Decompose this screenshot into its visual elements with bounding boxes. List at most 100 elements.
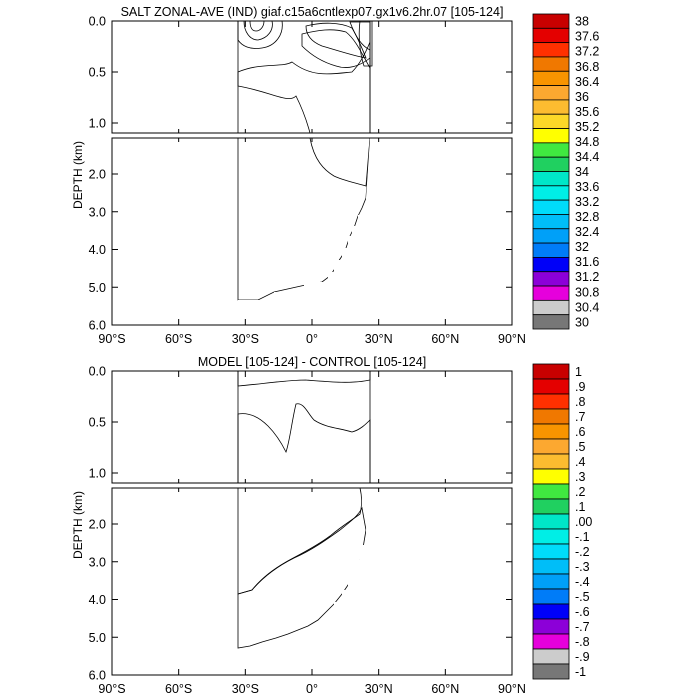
colorbar-label: 36.4 bbox=[575, 75, 599, 89]
salinity-colorbar: 3837.637.236.836.43635.635.234.834.43433… bbox=[532, 13, 599, 330]
y-tick-label: 3.0 bbox=[89, 205, 106, 219]
colorbar-box bbox=[532, 588, 570, 605]
colorbar-label: -.7 bbox=[575, 620, 590, 634]
salinity-title: SALT ZONAL-AVE (IND) giaf.c15a6cntlexp07… bbox=[121, 5, 504, 19]
colorbar-box bbox=[532, 633, 570, 650]
field-upper bbox=[237, 21, 373, 133]
colorbar-label: 32 bbox=[575, 240, 589, 254]
salinity-fields bbox=[237, 21, 512, 325]
contour-region-10 bbox=[309, 138, 371, 187]
field-upper bbox=[237, 371, 371, 483]
colorbar-label: 30 bbox=[575, 315, 589, 329]
colorbar-label: 30.4 bbox=[575, 300, 599, 314]
y-tick-label: 0.0 bbox=[89, 365, 106, 379]
y-tick-label: 6.0 bbox=[89, 669, 106, 683]
y-tick-label: 0.0 bbox=[89, 15, 106, 29]
colorbar-box bbox=[532, 271, 570, 287]
colorbar-label: 30.8 bbox=[575, 285, 599, 299]
seafloor-mask bbox=[238, 488, 512, 675]
colorbar-label: 31.2 bbox=[575, 270, 599, 284]
colorbar-box bbox=[532, 513, 570, 530]
colorbar-label: 35.6 bbox=[575, 105, 599, 119]
colorbar-label: .5 bbox=[575, 440, 585, 454]
colorbar-label: .00 bbox=[575, 515, 592, 529]
colorbar-label: -.6 bbox=[575, 605, 590, 619]
colorbar-label: -.4 bbox=[575, 575, 590, 589]
colorbar-label: .7 bbox=[575, 410, 585, 424]
colorbar-label: 37.6 bbox=[575, 30, 599, 44]
colorbar-label: -.3 bbox=[575, 560, 590, 574]
y-tick-label: 3.0 bbox=[89, 555, 106, 569]
difference-axes: 90°S 60°S 30°S 0° 30°N 60°N 90°N 0.0 0.5 1.0 2.0 3.… bbox=[89, 365, 526, 697]
y-tick-label: 2.0 bbox=[89, 518, 106, 532]
colorbar-box bbox=[532, 156, 570, 172]
y-tick-label: 1.0 bbox=[89, 117, 106, 131]
colorbar-box bbox=[532, 663, 570, 680]
contour-region-7 bbox=[349, 21, 371, 51]
colorbar-label: .2 bbox=[575, 485, 585, 499]
colorbar-box bbox=[532, 56, 570, 72]
colorbar-box bbox=[532, 483, 570, 500]
y-tick-label: 4.0 bbox=[89, 243, 106, 257]
difference-colorbar: 1.9.8.7.6.5.4.3.2.1.00-.1-.2-.3-.4-.5-.6… bbox=[532, 363, 592, 680]
difference-fields bbox=[237, 371, 512, 675]
x-tick-label: 0° bbox=[306, 332, 318, 346]
difference-title: MODEL [105-124] - CONTROL [105-124] bbox=[198, 355, 426, 369]
colorbar-box bbox=[532, 185, 570, 201]
colorbar-box bbox=[532, 299, 570, 316]
colorbar-label: 31.6 bbox=[575, 255, 599, 269]
contour-region-4 bbox=[237, 506, 367, 649]
colorbar-box bbox=[532, 618, 570, 635]
x-tick-label: 90°N bbox=[498, 332, 526, 346]
colorbar-box bbox=[532, 314, 570, 330]
colorbar-box bbox=[532, 13, 570, 29]
difference-panel: MODEL [105-124] - CONTROL [105-124] DEPT… bbox=[71, 355, 592, 696]
colorbar-label: 34.8 bbox=[575, 135, 599, 149]
colorbar-box bbox=[532, 648, 570, 665]
x-tick-label: 60°N bbox=[431, 332, 459, 346]
x-tick-label: 90°N bbox=[498, 682, 526, 696]
colorbar-box bbox=[532, 214, 570, 230]
colorbar-label: .1 bbox=[575, 500, 585, 514]
salinity-axes: 90°S 60°S 30°S 0° 30°N 60°N 90°N 0.0 0.5 1.0 2.0 3.… bbox=[89, 15, 526, 347]
colorbar-box bbox=[532, 543, 570, 560]
x-tick-label: 30°N bbox=[365, 682, 393, 696]
contour-region-8 bbox=[358, 21, 373, 67]
colorbar-label: 34 bbox=[575, 165, 589, 179]
colorbar-label: .8 bbox=[575, 395, 585, 409]
colorbar-box bbox=[532, 171, 570, 187]
colorbar-label: 36 bbox=[575, 90, 589, 104]
x-tick-label: 90°S bbox=[98, 332, 125, 346]
colorbar-box bbox=[532, 528, 570, 545]
colorbar-box bbox=[532, 99, 570, 115]
colorbar-label: 36.8 bbox=[575, 60, 599, 74]
colorbar-label: 35.2 bbox=[575, 120, 599, 134]
contour-region-0 bbox=[237, 371, 371, 483]
colorbar-box bbox=[532, 113, 570, 129]
colorbar-box bbox=[532, 438, 570, 455]
y-tick-label: 0.5 bbox=[89, 416, 106, 430]
contour-region-0 bbox=[237, 21, 371, 133]
colorbar-label: 37.2 bbox=[575, 45, 599, 59]
colorbar-box bbox=[532, 85, 570, 101]
x-tick-label: 0° bbox=[306, 682, 318, 696]
y-tick-label: 0.5 bbox=[89, 66, 106, 80]
contour-region-3 bbox=[237, 488, 362, 595]
colorbar-box bbox=[532, 285, 570, 301]
colorbar-box bbox=[532, 408, 570, 425]
contour-region-1 bbox=[237, 41, 371, 133]
x-tick-label: 60°S bbox=[165, 332, 192, 346]
x-tick-label: 60°S bbox=[165, 682, 192, 696]
colorbar-label: -.2 bbox=[575, 545, 590, 559]
colorbar-box bbox=[532, 573, 570, 590]
colorbar-box bbox=[532, 423, 570, 440]
colorbar-box bbox=[532, 453, 570, 470]
y-tick-label: 1.0 bbox=[89, 467, 106, 481]
colorbar-label: -1 bbox=[575, 665, 586, 679]
contour-region-5 bbox=[243, 21, 273, 41]
colorbar-label: 32.4 bbox=[575, 225, 599, 239]
difference-frame-upper bbox=[111, 370, 513, 484]
colorbar-box bbox=[532, 257, 570, 273]
colorbar-box bbox=[532, 393, 570, 410]
